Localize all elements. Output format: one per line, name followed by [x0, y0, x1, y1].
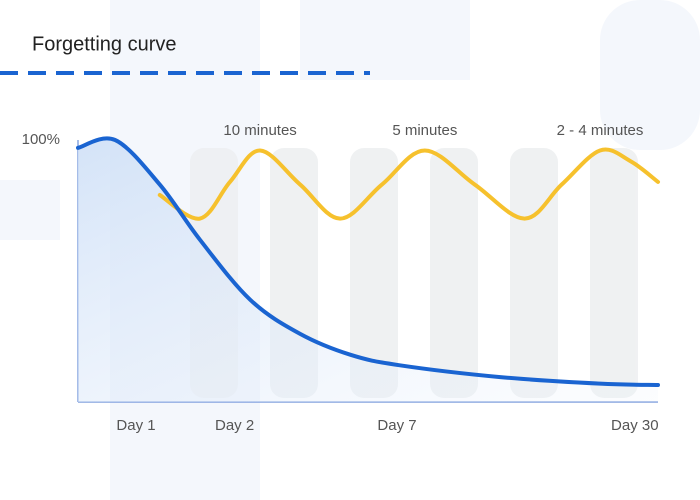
x-tick-label: Day 2 — [215, 417, 254, 434]
area-fill — [78, 138, 658, 402]
annotation: 10 minutes — [223, 122, 296, 139]
x-tick-label: Day 1 — [116, 417, 155, 434]
x-tick-label: Day 30 — [611, 417, 659, 434]
curve — [157, 147, 660, 221]
annotation: 2 - 4 minutes — [557, 122, 644, 139]
curve — [76, 136, 660, 387]
x-tick-label: Day 7 — [377, 417, 416, 434]
y-tick-label: 100% — [22, 131, 60, 148]
chart-title: Forgetting curve — [32, 33, 177, 55]
annotation: 5 minutes — [392, 122, 457, 139]
